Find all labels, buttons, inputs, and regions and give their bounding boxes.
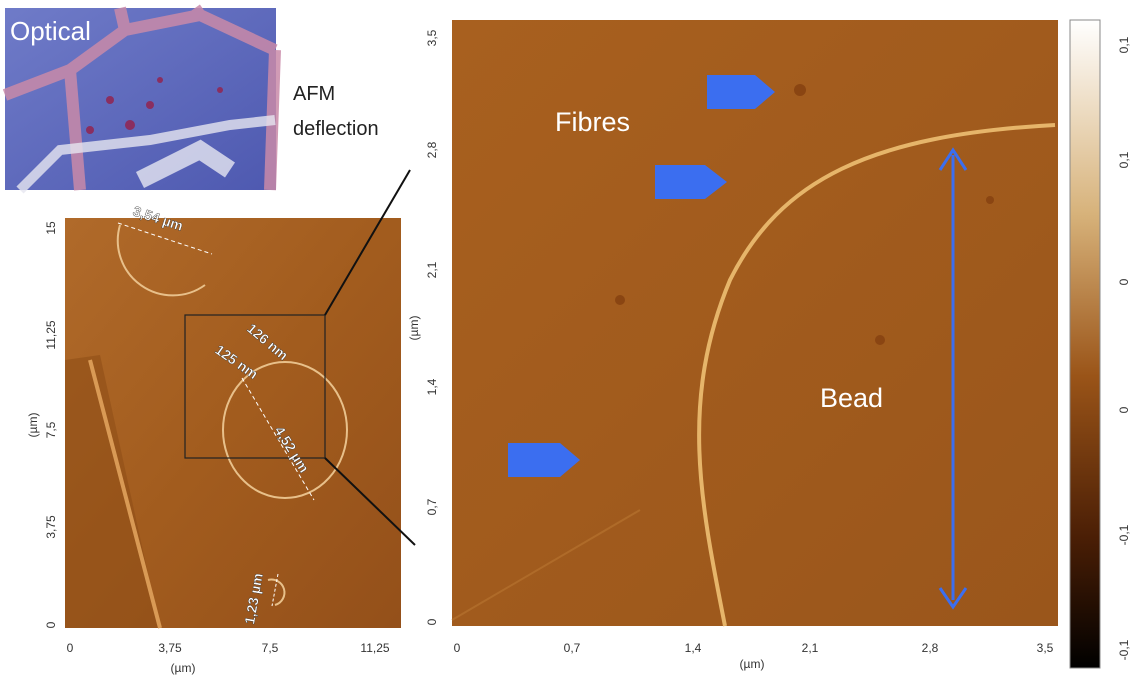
colorbar-tick: 0,1	[1117, 151, 1131, 168]
afm-label: AFM	[293, 83, 335, 105]
y-tick-label: 11,25	[44, 320, 58, 349]
x-tick-label: 3,5	[1037, 641, 1054, 655]
x-tick-label: 2,1	[802, 641, 819, 655]
figure: Optical AFM deflection 3,54 µm 126 nm 12…	[0, 0, 1143, 679]
y-axis-label: (µm)	[26, 413, 40, 438]
colorbar-tick: 0	[1117, 406, 1131, 413]
x-axis-label: (µm)	[171, 661, 196, 675]
x-tick-label: 7,5	[262, 641, 279, 655]
left-afm-image: 3,54 µm 126 nm 125 nm 4,52 µm 1,23 µm	[65, 203, 401, 628]
x-tick-label: 1,4	[685, 641, 702, 655]
x-tick-label: 0,7	[564, 641, 581, 655]
y-tick-label: 0	[44, 621, 58, 628]
y-tick-label: 0	[425, 618, 439, 625]
colorbar-tick: 0	[1117, 278, 1131, 285]
colorbar: 0,1 0,1 0 0 -0,1 -0,1	[1070, 20, 1131, 668]
y-tick-label: 0,7	[425, 498, 439, 515]
y-tick-label: 3,75	[44, 515, 58, 539]
y-tick-label: 1,4	[425, 378, 439, 395]
y-axis-label: (µm)	[407, 316, 421, 341]
y-tick-label: 3,5	[425, 29, 439, 46]
x-tick-label: 0	[454, 641, 461, 655]
y-tick-label: 2,8	[425, 141, 439, 158]
colorbar-tick: -0,1	[1117, 639, 1131, 660]
x-axis-label: (µm)	[740, 657, 765, 671]
optical-image: Optical	[5, 8, 276, 190]
y-tick-label: 7,5	[44, 421, 58, 438]
bead-label: Bead	[820, 383, 883, 413]
x-tick-label: 11,25	[360, 641, 389, 655]
colorbar-tick: -0,1	[1117, 524, 1131, 545]
y-tick-label: 15	[44, 221, 58, 235]
colorbar-tick: 0,1	[1117, 36, 1131, 53]
optical-label: Optical	[10, 16, 91, 46]
right-afm-image: Fibres Bead	[452, 20, 1058, 626]
afm-label: deflection	[293, 118, 379, 140]
page: Optical AFM deflection 3,54 µm 126 nm 12…	[0, 0, 1143, 679]
y-tick-label: 2,1	[425, 261, 439, 278]
x-tick-label: 0	[67, 641, 74, 655]
fibres-label: Fibres	[555, 107, 630, 137]
x-tick-label: 2,8	[922, 641, 939, 655]
x-tick-label: 3,75	[158, 641, 182, 655]
